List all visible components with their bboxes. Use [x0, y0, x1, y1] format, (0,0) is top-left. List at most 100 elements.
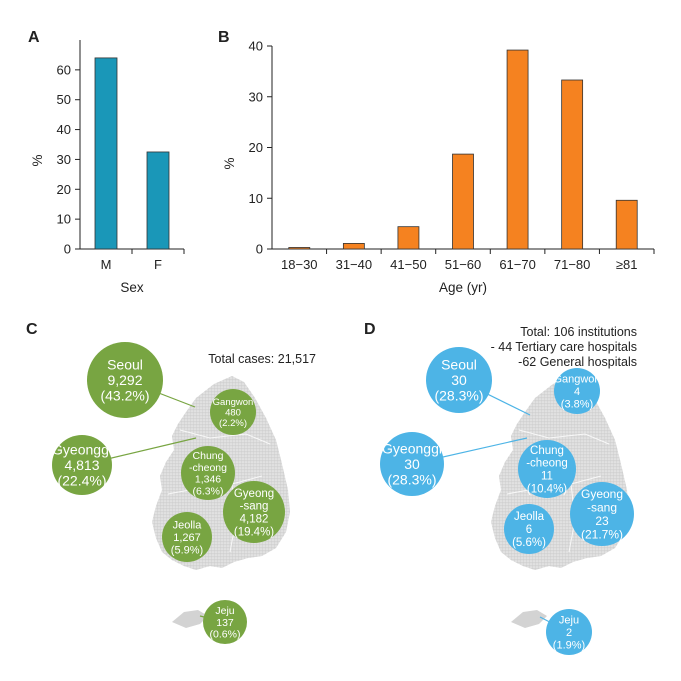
- bubble-value: 11: [541, 471, 553, 483]
- bubble-percent: (43.2%): [100, 388, 149, 404]
- y-tick-label: 20: [57, 182, 71, 197]
- bubble-circle: [210, 389, 256, 435]
- bubble-value: 9,292: [107, 372, 142, 388]
- bubble-region-name: Gyeong: [581, 487, 623, 501]
- bubble-value: 4,813: [64, 457, 99, 473]
- map-c-title: Total cases: 21,517: [208, 352, 316, 366]
- bar-b-1: [342, 243, 365, 250]
- bubble-value: 30: [404, 456, 420, 472]
- bar-b-2: [397, 226, 420, 250]
- bubble-value: 30: [451, 372, 467, 388]
- y-tick-label: 10: [57, 212, 71, 227]
- bubble-circle: [203, 600, 247, 644]
- bar-a-0: [94, 57, 118, 250]
- y-tick-label: 40: [249, 39, 263, 54]
- map-d-title-line: - 44 Tertiary care hospitals: [491, 340, 637, 354]
- bubble-circle: [518, 440, 576, 498]
- bubble-value: 6: [526, 524, 532, 536]
- bubble-circle: [380, 432, 444, 496]
- bubble-percent: (6.3%): [193, 485, 224, 497]
- y-axis-title-b: %: [222, 157, 237, 169]
- bar-b-4: [506, 49, 529, 250]
- bubble-percent: (21.7%): [581, 527, 623, 541]
- bubble-region-name: Jeolla: [514, 511, 545, 523]
- bubble-region-name: Gyeonggi: [382, 440, 442, 456]
- bubble-circle: [223, 481, 285, 543]
- y-tick-label: 40: [57, 122, 71, 137]
- bubble-percent: (28.3%): [387, 472, 436, 488]
- bubble-region-name: Gyeong: [234, 488, 274, 500]
- map-c-total-cases: Total cases: 21,517: [208, 352, 316, 366]
- x-tick-label: ≥81: [616, 257, 638, 272]
- bubble-percent: (5.6%): [512, 537, 546, 549]
- bubble-value: 23: [595, 514, 609, 528]
- bubble-percent: (2.2%): [219, 418, 247, 429]
- bubble-circle: [546, 609, 592, 655]
- map-d-title: Total: 106 institutions- 44 Tertiary car…: [491, 325, 637, 369]
- bubble-circle: [554, 368, 600, 414]
- x-tick-label: 51−60: [445, 257, 482, 272]
- bubble-percent: (10.4%): [527, 483, 567, 495]
- map-d-title-line: Total: 106 institutions: [520, 325, 637, 339]
- y-tick-label: 60: [57, 62, 71, 77]
- bubble-percent: (5.9%): [171, 544, 203, 556]
- y-tick-label: 50: [57, 92, 71, 107]
- panel-letter-a: A: [28, 29, 40, 46]
- x-tick-label: M: [101, 257, 112, 272]
- bubble-circle: [87, 342, 163, 418]
- y-tick-label: 30: [57, 152, 71, 167]
- chart-a-sex: 0 10 20 30 40 50 60% M F Sex: [30, 40, 185, 295]
- bar-b-5: [561, 79, 584, 250]
- bubble-region-name: Chung: [530, 445, 564, 457]
- bubble-region-name: Jeju: [215, 605, 234, 617]
- bubble-region-name: Gangwon: [213, 397, 254, 408]
- bubble-region-name: -sang: [240, 501, 269, 513]
- x-tick-label: 61−70: [499, 257, 536, 272]
- bubble-region-name: Gyeonggi: [52, 441, 112, 457]
- bubble-region-name: -cheong: [526, 458, 568, 470]
- y-tick-label: 0: [64, 242, 71, 257]
- bubble-circle: [181, 446, 235, 500]
- bubble-value: 1,346: [195, 474, 221, 486]
- bubble-percent: (1.9%): [553, 639, 585, 651]
- bubble-circle: [162, 512, 212, 562]
- panel-letter-b: B: [218, 29, 230, 46]
- bubble-region-name: -sang: [587, 501, 617, 515]
- y-axis-title-a: %: [30, 154, 45, 166]
- bubble-value: 480: [225, 407, 241, 418]
- bubble-circle: [570, 482, 634, 546]
- bubble-circle: [504, 504, 554, 554]
- y-tick-label: 20: [249, 140, 263, 155]
- bubble-value: 4,182: [240, 514, 269, 526]
- x-tick-label: F: [154, 257, 162, 272]
- bubble-circle: [426, 347, 492, 413]
- bar-b-6: [615, 199, 638, 250]
- bubble-percent: (28.3%): [434, 388, 483, 404]
- panel-letter-c: C: [26, 321, 38, 338]
- bubble-region-name: Gangwon: [553, 374, 600, 386]
- chart-b-age: 0 10 20 30 40% 18−30 31−40 41−50 51−60 61−70 71−80…: [222, 39, 655, 295]
- x-tick-label: 71−80: [554, 257, 591, 272]
- bubble-value: 1,267: [173, 532, 201, 544]
- x-axis-title-a: Sex: [120, 280, 144, 295]
- bubble-region-name: -cheong: [189, 462, 227, 474]
- bubble-percent: (19.4%): [234, 526, 274, 538]
- x-tick-label: 18−30: [281, 257, 318, 272]
- bubble-percent: (3.8%): [561, 398, 593, 410]
- bubble-circle: [52, 435, 112, 495]
- map-d-title-line: -62 General hospitals: [518, 355, 637, 369]
